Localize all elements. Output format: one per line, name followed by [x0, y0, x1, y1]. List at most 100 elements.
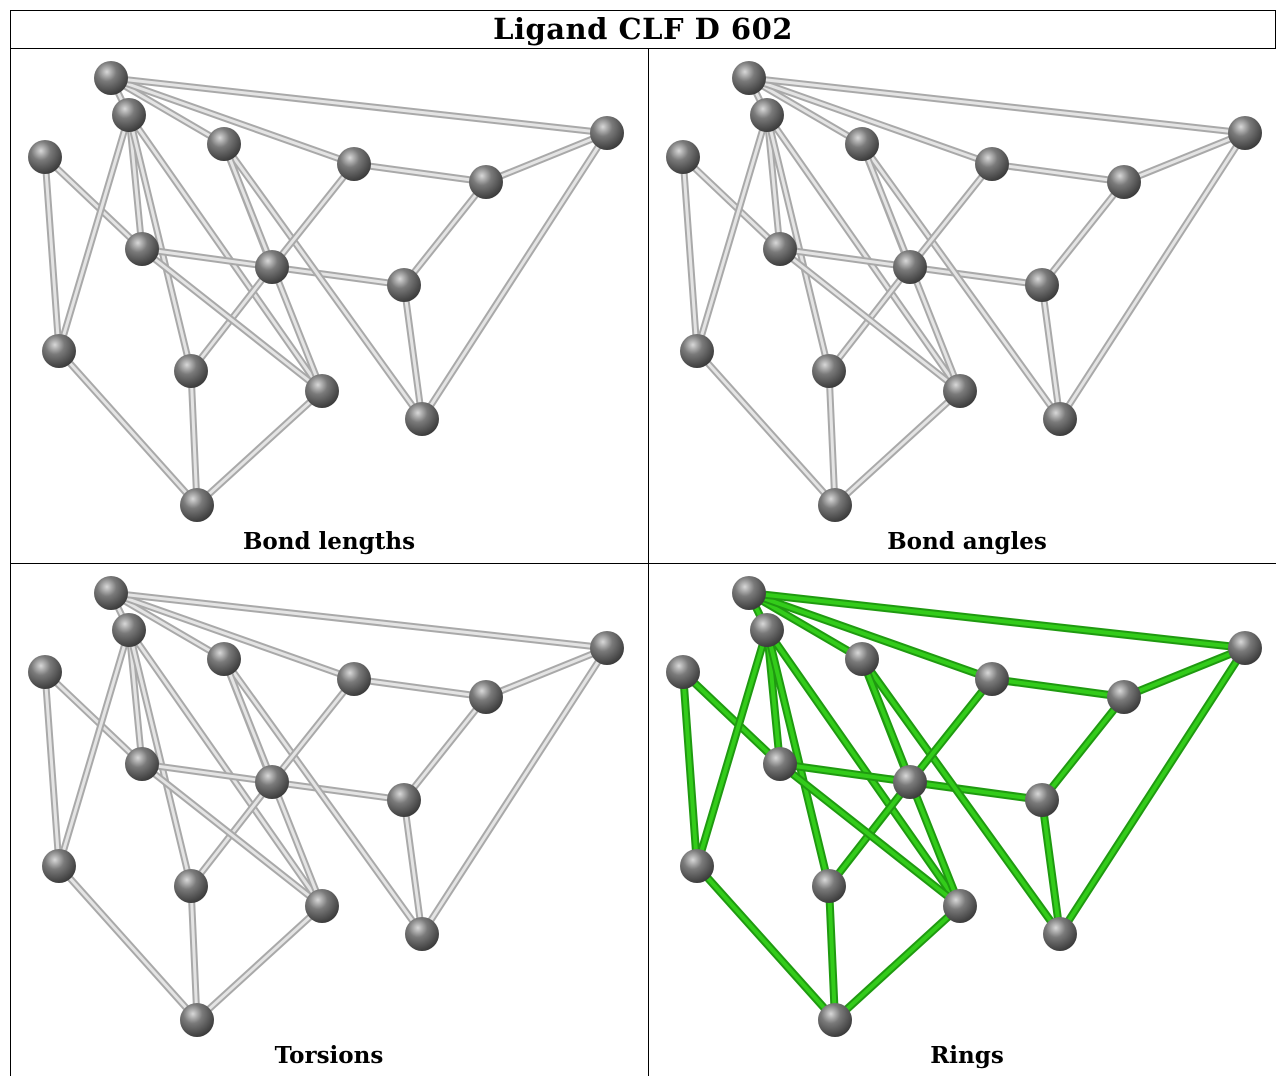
- bond-highlight-19: [402, 180, 488, 287]
- atom-4: [337, 662, 371, 696]
- bond-highlight-24: [827, 369, 837, 507]
- bond-highlight-19: [402, 695, 488, 802]
- atom-14: [818, 1003, 852, 1037]
- atom-2: [28, 655, 62, 689]
- atom-1: [750, 98, 784, 132]
- bond-highlight-5: [1122, 646, 1247, 699]
- bond-highlight-23: [57, 864, 199, 1022]
- bond-highlight-19: [1040, 695, 1126, 802]
- atom-3: [845, 642, 879, 676]
- bond-highlight-21: [1058, 646, 1247, 936]
- atom-9: [387, 783, 421, 817]
- atom-10: [680, 849, 714, 883]
- bond-highlight-23: [57, 349, 199, 507]
- atom-3: [207, 642, 241, 676]
- atom-7: [125, 232, 159, 266]
- atom-0: [94, 61, 128, 95]
- atom-1: [750, 613, 784, 647]
- atom-7: [763, 232, 797, 266]
- bond-highlight-12: [778, 247, 912, 269]
- atom-0: [94, 576, 128, 610]
- atom-group: [666, 61, 1262, 522]
- bond-highlight-8: [695, 113, 769, 353]
- panel-divider-vertical: [648, 48, 649, 1076]
- bond-highlight-10: [765, 113, 831, 373]
- atom-6: [590, 631, 624, 665]
- panel-torsions: Torsions: [11, 564, 647, 1080]
- atom-1: [112, 98, 146, 132]
- bond-highlight-1: [747, 76, 864, 146]
- bond-highlight-13: [270, 265, 406, 287]
- atom-2: [666, 140, 700, 174]
- bond-highlight-6: [681, 670, 782, 766]
- title-row: Ligand CLF D 602: [10, 10, 1276, 49]
- atom-13: [1043, 917, 1077, 951]
- figure-title: Ligand CLF D 602: [493, 12, 793, 46]
- atom-8: [255, 765, 289, 799]
- bond-highlight-10: [127, 113, 193, 373]
- atom-0: [732, 576, 766, 610]
- bond-highlight-11: [127, 628, 324, 908]
- bond-highlight-1: [747, 591, 864, 661]
- bond-highlight-4: [352, 162, 488, 184]
- molecule-bond-angles: [666, 61, 1262, 522]
- bond-highlight-24: [827, 884, 837, 1022]
- bond-highlight-17: [908, 677, 994, 784]
- caption-bond-angles: Bond angles: [887, 528, 1047, 555]
- bond-highlight-25: [195, 904, 324, 1022]
- atom-12: [305, 374, 339, 408]
- atom-10: [680, 334, 714, 368]
- bond-highlight-11: [765, 628, 962, 908]
- atom-13: [405, 917, 439, 951]
- bond-highlight-7: [681, 670, 699, 868]
- atom-12: [305, 889, 339, 923]
- atom-8: [893, 765, 927, 799]
- atom-9: [387, 268, 421, 302]
- bond-highlight-8: [57, 628, 131, 868]
- bond-highlight-3: [109, 76, 609, 135]
- bond-highlight-2: [109, 76, 356, 166]
- bond-highlight-22: [778, 762, 962, 908]
- bond-highlight-15: [222, 142, 424, 421]
- atom-6: [1228, 631, 1262, 665]
- bond-highlight-2: [747, 76, 994, 166]
- bond-highlight-10: [127, 628, 193, 888]
- atom-11: [174, 869, 208, 903]
- atom-7: [125, 747, 159, 781]
- atom-5: [1107, 680, 1141, 714]
- bond-highlight-3: [747, 591, 1247, 650]
- bond-highlight-8: [57, 113, 131, 353]
- bond-highlight-17: [270, 162, 356, 269]
- molecule-bond-lengths: [28, 61, 624, 522]
- bond-highlight-15: [860, 657, 1062, 936]
- bond-highlight-22: [140, 762, 324, 908]
- atom-4: [975, 147, 1009, 181]
- bond-highlight-21: [420, 131, 609, 421]
- atom-10: [42, 334, 76, 368]
- bond-group: [679, 74, 1249, 509]
- bond-highlight-10: [765, 628, 831, 888]
- frame-left-border: [10, 10, 11, 1076]
- bond-highlight-25: [833, 389, 962, 507]
- atom-5: [1107, 165, 1141, 199]
- atom-13: [405, 402, 439, 436]
- atom-14: [818, 488, 852, 522]
- molecule-rings: [666, 576, 1262, 1037]
- bond-group: [41, 74, 611, 509]
- atom-13: [1043, 402, 1077, 436]
- figure-frame: Ligand CLF D 602 Bond lengths Bond angle…: [10, 10, 1276, 1076]
- bond-highlight-8: [695, 628, 769, 868]
- bond-highlight-15: [222, 657, 424, 936]
- bond-highlight-4: [990, 162, 1126, 184]
- bond-highlight-2: [747, 591, 994, 681]
- bond-highlight-21: [420, 646, 609, 936]
- bond-highlight-5: [484, 131, 609, 184]
- panel-rings: Rings: [649, 564, 1277, 1080]
- atom-3: [207, 127, 241, 161]
- bond-highlight-22: [140, 247, 324, 393]
- bond-highlight-12: [140, 247, 274, 269]
- bond-highlight-11: [765, 113, 962, 393]
- panel-bond-angles: Bond angles: [649, 49, 1277, 565]
- bond-highlight-12: [140, 762, 274, 784]
- bond-highlight-12: [778, 762, 912, 784]
